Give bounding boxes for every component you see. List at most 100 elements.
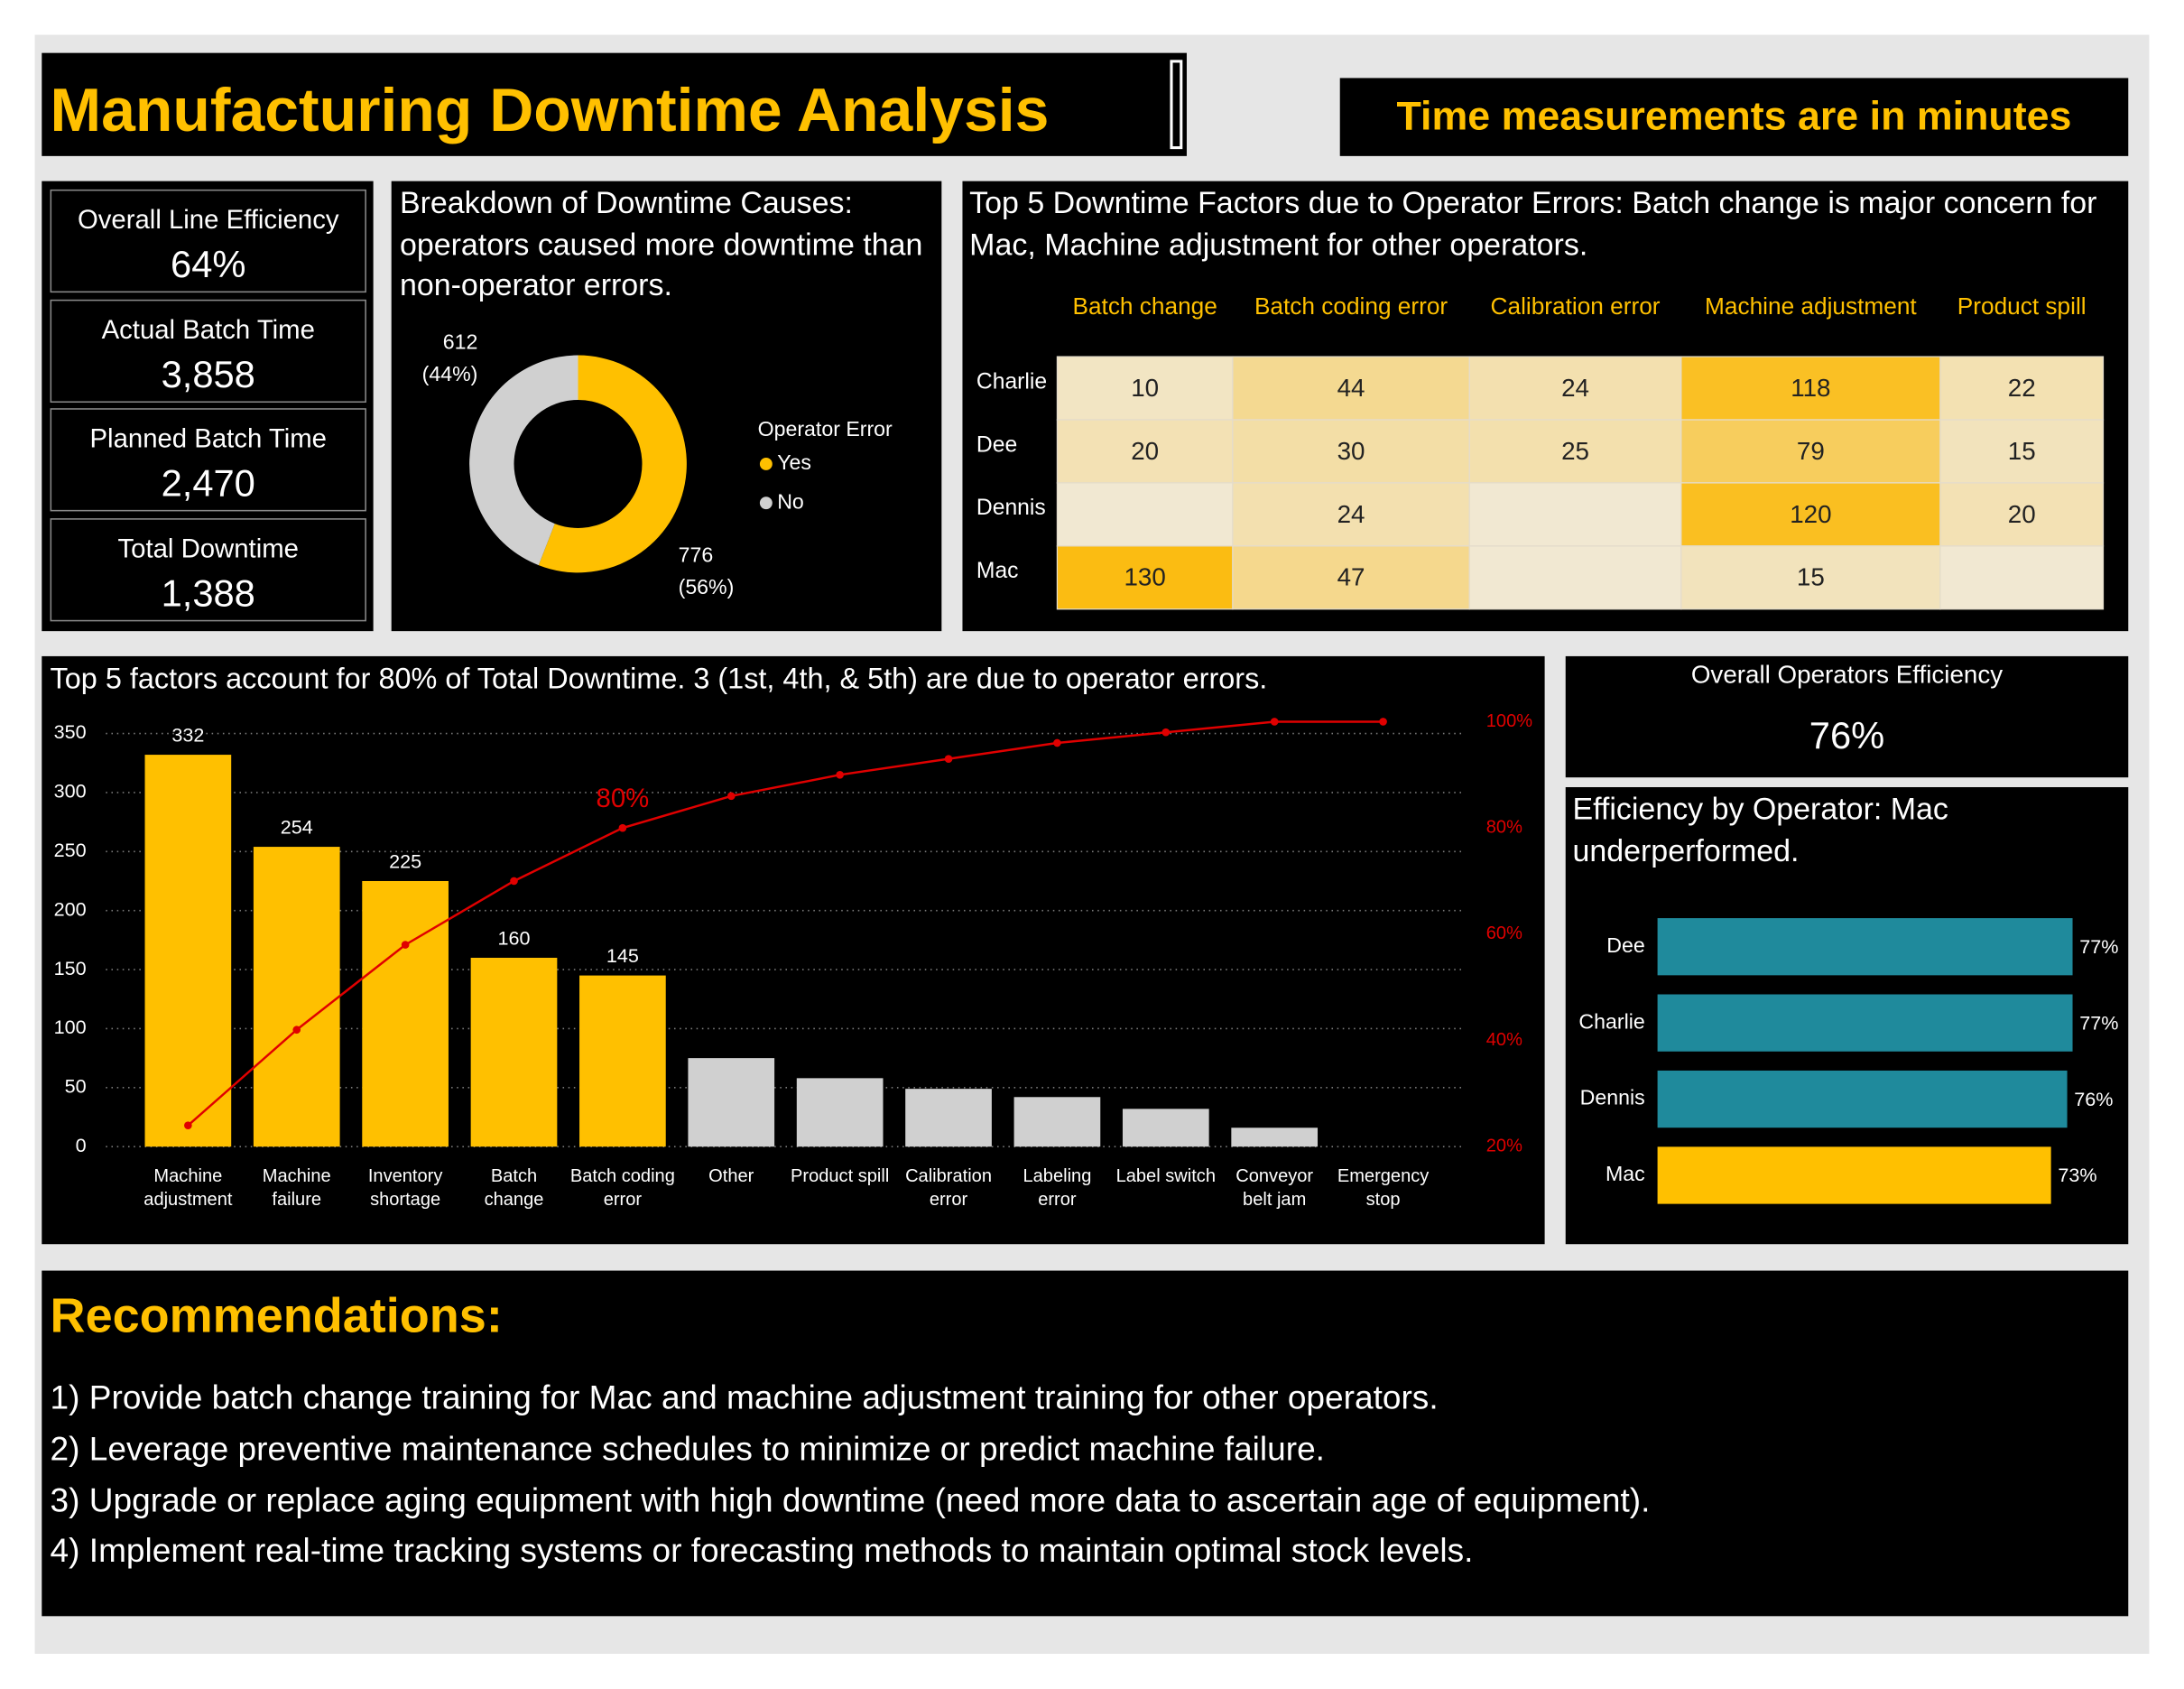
bar-value-label: 76% [2074,1088,2113,1110]
x-tick-label: Emergency stop [1337,1165,1430,1210]
column-header: Product spill [1957,292,2087,320]
bar-value-label: 225 [389,850,421,873]
cell-value: 15 [1797,563,1825,591]
column-header: Batch coding error [1254,292,1448,320]
recommendation-item: 4) Implement real-time tracking systems … [50,1533,1474,1571]
empty-cell [1468,482,1682,547]
x-tick-label: Label switch [1115,1165,1217,1186]
note-text: Time measurements are in minutes [1396,94,2072,140]
y-tick-label: 50 [65,1075,87,1098]
heat-cell [1232,356,1470,421]
bar [1657,1146,2051,1204]
bar [905,1089,992,1147]
bar-value-label: 145 [606,944,639,967]
bar [362,880,449,1147]
row-label: Dee [976,432,1017,457]
heat-cell [1232,482,1470,547]
title-box [42,52,1187,156]
title-cursor [1170,60,1183,150]
x-tick-label: Machine failure [262,1165,331,1210]
bar [1657,1070,2068,1128]
bar [688,1058,775,1147]
recommendation-item: 3) Upgrade or replace aging equipment wi… [50,1481,1651,1520]
cell-value: 24 [1337,500,1365,528]
bar [1657,918,2073,976]
legend-label: No [777,489,804,513]
cell-value: 79 [1797,437,1825,465]
empty-cell [1939,545,2105,610]
legend-title: Operator Error [758,417,893,441]
heat-cell [1232,545,1470,610]
x-tick-label: Calibration error [905,1165,992,1210]
kpi-label: Total Downtime [117,534,299,565]
cell-value: 47 [1337,563,1365,591]
heat-cell [1056,356,1234,421]
kpi-label: Planned Batch Time [89,425,327,455]
bar [796,1078,884,1147]
bar [1657,994,2073,1052]
y2-tick-label: 60% [1486,923,1522,943]
kpi-label: Actual Batch Time [101,315,315,346]
cell-value: 24 [1561,374,1589,402]
bar [1013,1097,1101,1147]
y2-tick-label: 20% [1486,1136,1522,1155]
category-label: Dennis [1580,1086,1645,1109]
bar-value-label: 332 [171,724,204,747]
kpi-value: 1,388 [161,572,255,615]
heat-cell [1468,419,1682,484]
bar [1122,1109,1209,1147]
cell-value: 20 [2008,500,2036,528]
y-tick-label: 200 [54,897,87,920]
y2-tick-label: 80% [1486,817,1522,837]
x-tick-label: Batch change [484,1165,544,1210]
donut-share-label: (44%) [422,362,478,385]
empty-cell [1468,545,1682,610]
heat-cell [1680,356,1941,421]
operators-kpi-label: Overall Operators Efficiency [1690,660,2004,689]
donut-slice [538,355,687,573]
legend-label: Yes [777,450,811,474]
kpi-panel [42,181,374,632]
category-label: Mac [1606,1162,1645,1185]
cell-value: 120 [1790,500,1831,528]
empty-cell [1056,482,1234,547]
bar-value-label: 254 [281,816,313,839]
recommendations-title: Recommendations: [50,1288,503,1343]
kpi-label: Overall Line Efficiency [77,206,339,236]
heat-cell [1680,545,1941,610]
operators-kpi-value: 76% [1809,714,1885,757]
bar [253,847,340,1147]
y-tick-label: 300 [54,780,87,803]
cumulative-line [184,718,1387,1129]
bar [579,975,666,1147]
heat-cell [1939,356,2105,421]
x-tick-label: Inventory shortage [367,1165,443,1210]
x-tick-label: Machine adjustment [143,1165,233,1210]
cell-value: 15 [2008,437,2036,465]
cell-value: 20 [1131,437,1159,465]
y-tick-label: 100 [54,1016,87,1038]
legend-swatch [759,457,773,470]
donut-title: Breakdown of Downtime Causes: operators … [399,185,923,302]
bar [1231,1128,1319,1147]
cell-value: 25 [1561,437,1589,465]
y2-tick-label: 100% [1486,711,1532,731]
cell-value: 30 [1337,437,1365,465]
y-tick-label: 250 [54,839,87,861]
operators-kpi-box [1565,655,2129,778]
dashboard-title: Manufacturing Downtime Analysis [50,76,1050,145]
column-header: Machine adjustment [1705,292,1917,320]
heat-cell [1939,482,2105,547]
bar-value-label: 160 [497,927,530,950]
legend-swatch [759,496,773,510]
category-label: Dee [1606,933,1644,957]
row-label: Dennis [976,496,1046,520]
bar-value-label: 77% [2079,1011,2118,1034]
annotation: 80% [597,784,650,813]
kpi-card [50,408,366,513]
kpi-value: 2,470 [161,463,255,506]
y-tick-label: 350 [54,720,87,743]
